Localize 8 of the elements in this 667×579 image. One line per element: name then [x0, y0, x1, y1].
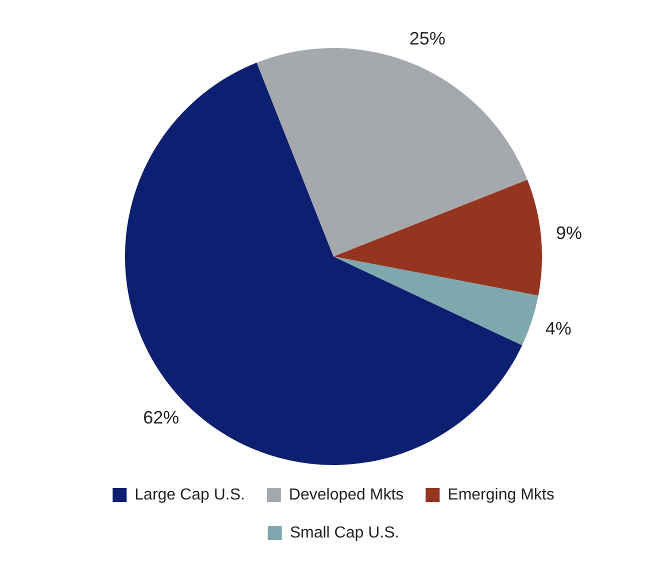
- legend-label: Emerging Mkts: [448, 486, 554, 504]
- legend-label: Small Cap U.S.: [290, 524, 400, 542]
- data-label: 4%: [545, 318, 572, 339]
- data-label: 9%: [556, 223, 582, 244]
- data-label: 25%: [409, 28, 446, 48]
- data-label: 62%: [143, 407, 180, 428]
- legend-label: Developed Mkts: [288, 486, 404, 504]
- legend-label: Large Cap U.S.: [134, 486, 245, 504]
